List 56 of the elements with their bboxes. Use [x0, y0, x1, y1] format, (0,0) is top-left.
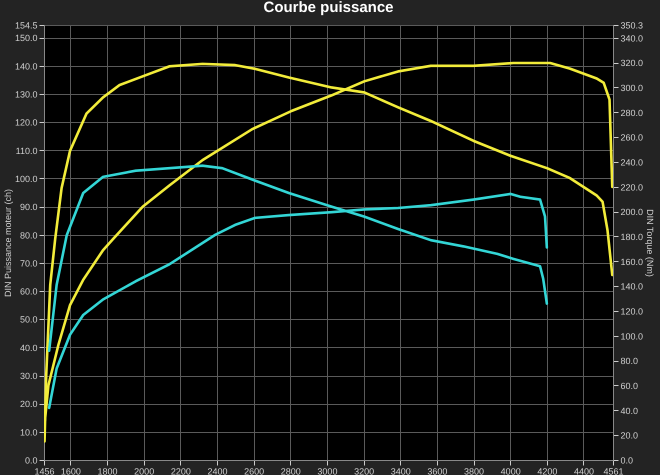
y-tick-label: 100.0 — [14, 174, 38, 184]
y-tick-label: 150.0 — [14, 33, 38, 44]
y-tick-label: 60.0 — [20, 286, 38, 297]
y-axis-title: DIN Puissance moteur (ch) — [2, 188, 13, 298]
y2-tick-label: 40.0 — [620, 406, 638, 416]
x-tick-label: 2600 — [244, 466, 264, 475]
x-tick-label: 3200 — [354, 466, 374, 475]
y2-tick-label: 240.0 — [620, 157, 644, 168]
y-tick-label: 80.0 — [20, 230, 38, 240]
x-tick-label: 4000 — [500, 466, 521, 475]
y-tick-label: 130.0 — [14, 89, 38, 100]
y2-axis-title: DIN Torque (Nm) — [645, 209, 656, 277]
y-tick-label: 20.0 — [20, 399, 38, 410]
y2-tick-label: 140.0 — [620, 282, 644, 292]
y2-tick-label: 0.0 — [620, 456, 634, 466]
y-tick-label: 90.0 — [20, 202, 38, 212]
x-tick-label: 4400 — [574, 466, 594, 475]
y-tick-label: 50.0 — [20, 314, 38, 325]
y-tick-label: 140.0 — [14, 61, 38, 72]
y2-tick-label: 60.0 — [620, 380, 638, 391]
y2-tick-label: 160.0 — [620, 256, 644, 267]
x-tick-label: 1456 — [34, 466, 55, 475]
x-tick-label: 1800 — [98, 466, 118, 475]
x-tick-label: 2800 — [280, 466, 301, 475]
y-tick-label: 110.0 — [16, 146, 38, 156]
y2-tick-label: 80.0 — [620, 356, 638, 366]
y2-tick-label: 20.0 — [620, 430, 638, 441]
y-tick-label: 120.0 — [14, 118, 38, 128]
x-tick-label: 2200 — [170, 466, 191, 475]
x-tick-label: 3400 — [390, 466, 411, 475]
x-tick-label: 2000 — [134, 466, 154, 475]
y2-tick-label: 340.0 — [620, 33, 644, 44]
y2-tick-label: 100.0 — [620, 331, 644, 342]
y-tick-label: 40.0 — [20, 342, 38, 353]
x-tick-label: 1600 — [60, 466, 81, 475]
y2-tick-label: 320.0 — [620, 58, 644, 68]
y2-tick-label: 200.0 — [620, 207, 644, 218]
y-tick-label: 10.0 — [20, 427, 38, 438]
y-tick-label: 0.0 — [24, 456, 38, 466]
y-tick-label: 30.0 — [20, 371, 38, 382]
x-tick-label: 3800 — [464, 466, 484, 475]
y2-tick-label: 260.0 — [620, 132, 644, 143]
x-tick-label: 4200 — [537, 466, 558, 475]
y2-tick-label: 280.0 — [620, 108, 644, 118]
y2-tick-label: 220.0 — [620, 182, 644, 192]
chart-title: Courbe puissance — [263, 0, 394, 16]
y2-tick-label: 350.3 — [620, 20, 644, 30]
y2-tick-label: 180.0 — [620, 232, 644, 242]
y-tick-label: 70.0 — [20, 258, 38, 268]
x-tick-label: 3000 — [317, 466, 338, 475]
x-tick-label: 2400 — [207, 466, 228, 475]
x-tick-label: 3600 — [427, 466, 448, 475]
y2-tick-label: 300.0 — [620, 82, 644, 93]
y-tick-label: 154.5 — [14, 20, 38, 30]
y2-tick-label: 120.0 — [620, 306, 644, 316]
x-tick-label: 4561 — [603, 466, 624, 475]
